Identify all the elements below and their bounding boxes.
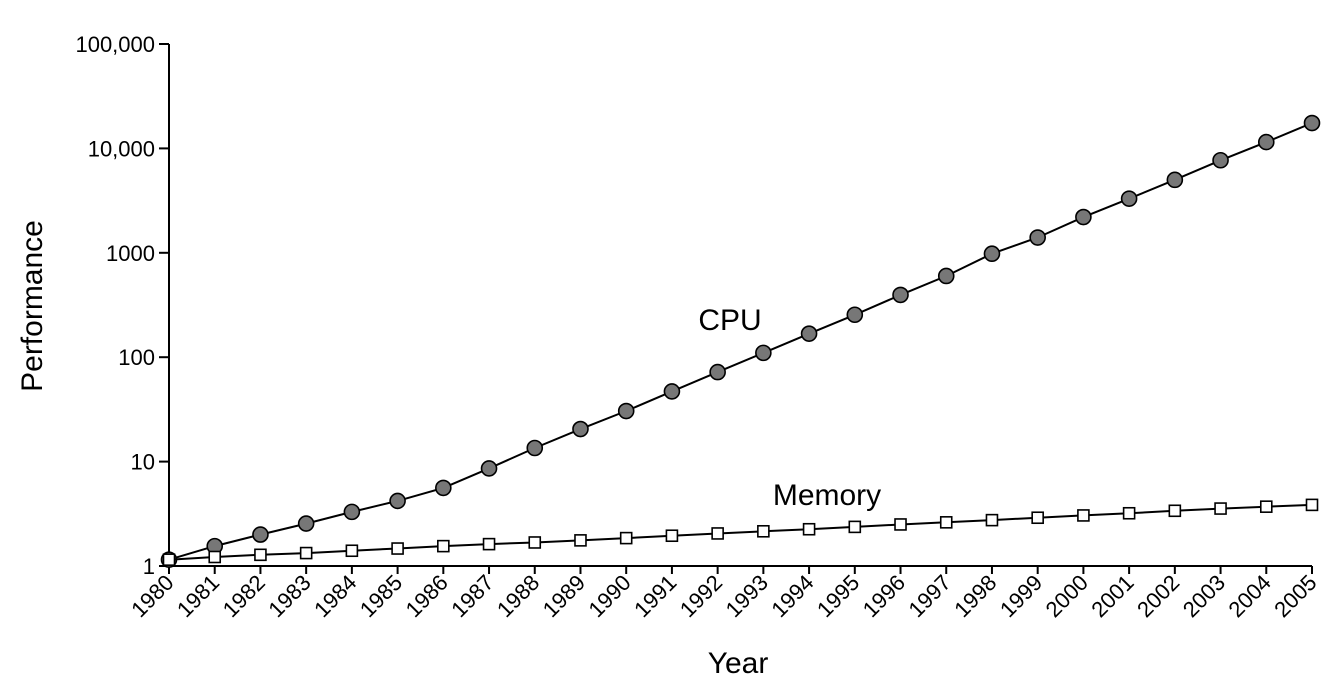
- cpu-point: [617, 402, 635, 420]
- x-tick-label: 1986: [401, 570, 453, 622]
- x-tick-label: 1984: [309, 570, 361, 622]
- x-tick-label: 1982: [218, 570, 270, 622]
- x-tick-label: 1997: [903, 570, 955, 622]
- cpu-point: [1166, 171, 1184, 189]
- memory-point: [482, 537, 496, 551]
- cpu-point: [800, 325, 818, 342]
- cpu-point: [389, 492, 406, 510]
- memory-point: [665, 529, 679, 543]
- memory-point: [1259, 500, 1273, 513]
- cpu-point: [572, 420, 589, 438]
- y-tick-label: 10,000: [88, 136, 155, 161]
- memory-point: [1122, 506, 1136, 520]
- memory-point: [985, 513, 999, 527]
- y-tick-label: 1000: [106, 241, 155, 266]
- cpu-series-line: [168, 122, 1313, 561]
- x-tick-label: 2002: [1132, 570, 1184, 622]
- cpu-point: [252, 526, 269, 543]
- cpu-point: [663, 383, 681, 400]
- x-tick-label: 1995: [812, 570, 864, 622]
- cpu-point: [1075, 208, 1092, 226]
- x-tick-label: 1987: [446, 570, 498, 622]
- memory-series-line: [168, 503, 1313, 561]
- y-tick-label: 1: [143, 554, 155, 579]
- cpu-point: [1120, 190, 1138, 207]
- memory-point: [1168, 504, 1182, 518]
- memory-point: [1305, 498, 1319, 512]
- x-tick-label: 2000: [1041, 570, 1093, 622]
- memory-series-label: Memory: [773, 479, 881, 512]
- x-tick-label: 2005: [1269, 570, 1321, 622]
- memory-point: [391, 542, 404, 555]
- x-tick-label: 1983: [263, 570, 315, 622]
- memory-point: [1214, 502, 1227, 515]
- x-tick-label: 1999: [995, 570, 1047, 622]
- memory-point: [299, 546, 313, 560]
- x-tick-label: 1992: [675, 570, 727, 622]
- cpu-point: [1257, 133, 1275, 151]
- x-tick-label: 1989: [538, 570, 590, 622]
- memory-point: [1077, 509, 1090, 522]
- y-tick-label: 100: [118, 345, 155, 370]
- memory-series: [162, 498, 1319, 566]
- memory-point: [848, 520, 862, 534]
- cpu-point: [846, 306, 864, 324]
- cpu-point: [937, 267, 955, 285]
- memory-point: [528, 536, 542, 549]
- x-tick-label: 1988: [492, 570, 544, 622]
- cpu-point: [297, 515, 315, 532]
- cpu-point: [480, 460, 498, 477]
- cpu-point: [1303, 114, 1321, 132]
- memory-point: [208, 550, 222, 564]
- x-tick-label: 1985: [355, 570, 407, 622]
- memory-point: [802, 522, 816, 536]
- x-tick-label: 1996: [858, 570, 910, 622]
- memory-point: [619, 531, 633, 545]
- cpu-series-label: CPU: [698, 304, 761, 337]
- memory-point: [939, 516, 953, 529]
- x-ticks: 1980198119821983198419851986198719881989…: [126, 566, 1322, 622]
- memory-point: [757, 524, 770, 538]
- cpu-point: [1029, 229, 1046, 246]
- x-tick-label: 1998: [949, 570, 1001, 622]
- cpu-point: [343, 503, 361, 521]
- y-tick-label: 10: [131, 450, 155, 475]
- memory-point: [574, 534, 587, 547]
- cpu-point: [526, 439, 544, 457]
- cpu-series: [160, 114, 1321, 568]
- cpu-point: [435, 479, 452, 497]
- y-ticks: 1 10 100 1000 10,000 100,000: [75, 32, 169, 579]
- cpu-point: [892, 286, 909, 304]
- cpu-point: [755, 344, 772, 362]
- series-layer: [160, 114, 1321, 568]
- x-tick-label: 1994: [766, 570, 818, 622]
- x-tick-label: 2003: [1178, 570, 1230, 622]
- memory-point: [254, 548, 267, 562]
- x-axis-title: Year: [708, 647, 769, 680]
- x-tick-label: 1981: [172, 570, 224, 622]
- cpu-point: [1212, 151, 1229, 169]
- cpu-point: [709, 363, 726, 381]
- memory-point: [1031, 511, 1044, 525]
- axes: [168, 44, 1312, 567]
- memory-point: [711, 527, 724, 540]
- y-tick-label: 100,000: [75, 32, 155, 57]
- x-tick-label: 1990: [583, 570, 635, 622]
- cpu-point: [983, 245, 1001, 263]
- memory-point: [345, 544, 359, 558]
- x-tick-label: 1993: [721, 570, 773, 622]
- memory-point: [437, 539, 450, 553]
- y-axis-title: Performance: [16, 220, 49, 392]
- x-tick-label: 2004: [1224, 570, 1276, 622]
- memory-point: [162, 553, 176, 566]
- x-tick-label: 2001: [1086, 570, 1138, 622]
- memory-point: [894, 518, 907, 531]
- x-tick-label: 1991: [629, 570, 681, 622]
- x-tick-label: 1980: [126, 570, 178, 622]
